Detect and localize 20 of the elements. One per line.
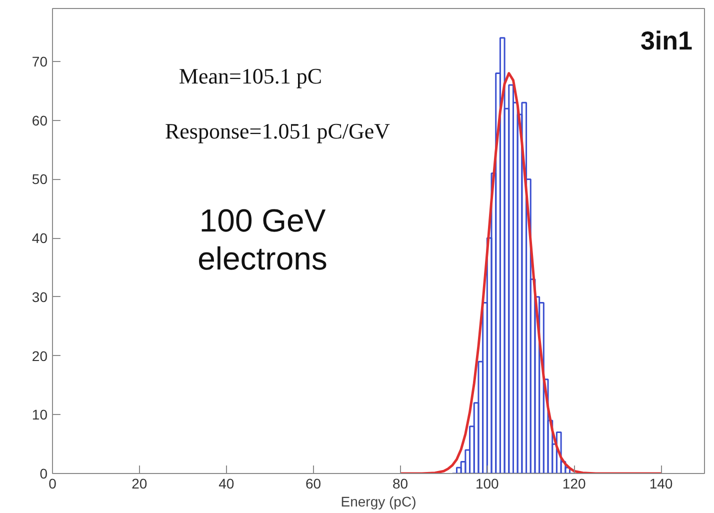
annotation: Response=1.051 pC/GeV bbox=[164, 118, 390, 144]
y-tick-label: 10 bbox=[32, 406, 48, 423]
annotation: Mean=105.1 pC bbox=[178, 64, 322, 88]
x-tick-label: 80 bbox=[392, 476, 408, 492]
y-tick-label: 0 bbox=[40, 466, 48, 482]
y-tick-label: 60 bbox=[32, 112, 48, 128]
x-tick-label: 120 bbox=[562, 476, 586, 492]
x-tick-label: 100 bbox=[475, 476, 500, 492]
y-tick-label: 50 bbox=[32, 171, 48, 188]
x-tick-label: 40 bbox=[218, 476, 234, 492]
annotation: 100 GeV electrons bbox=[198, 202, 328, 276]
y-tick-label: 40 bbox=[32, 230, 48, 246]
y-tick-label: 30 bbox=[32, 288, 48, 305]
x-tick-label: 60 bbox=[306, 476, 322, 492]
x-tick-label: 140 bbox=[649, 476, 673, 492]
y-tick-label: 20 bbox=[32, 348, 48, 364]
x-tick-label: 20 bbox=[132, 476, 148, 492]
y-tick-label: 70 bbox=[32, 53, 48, 70]
x-axis-title: Energy (pC) bbox=[340, 494, 416, 510]
annotation: 3in1 bbox=[640, 26, 693, 56]
